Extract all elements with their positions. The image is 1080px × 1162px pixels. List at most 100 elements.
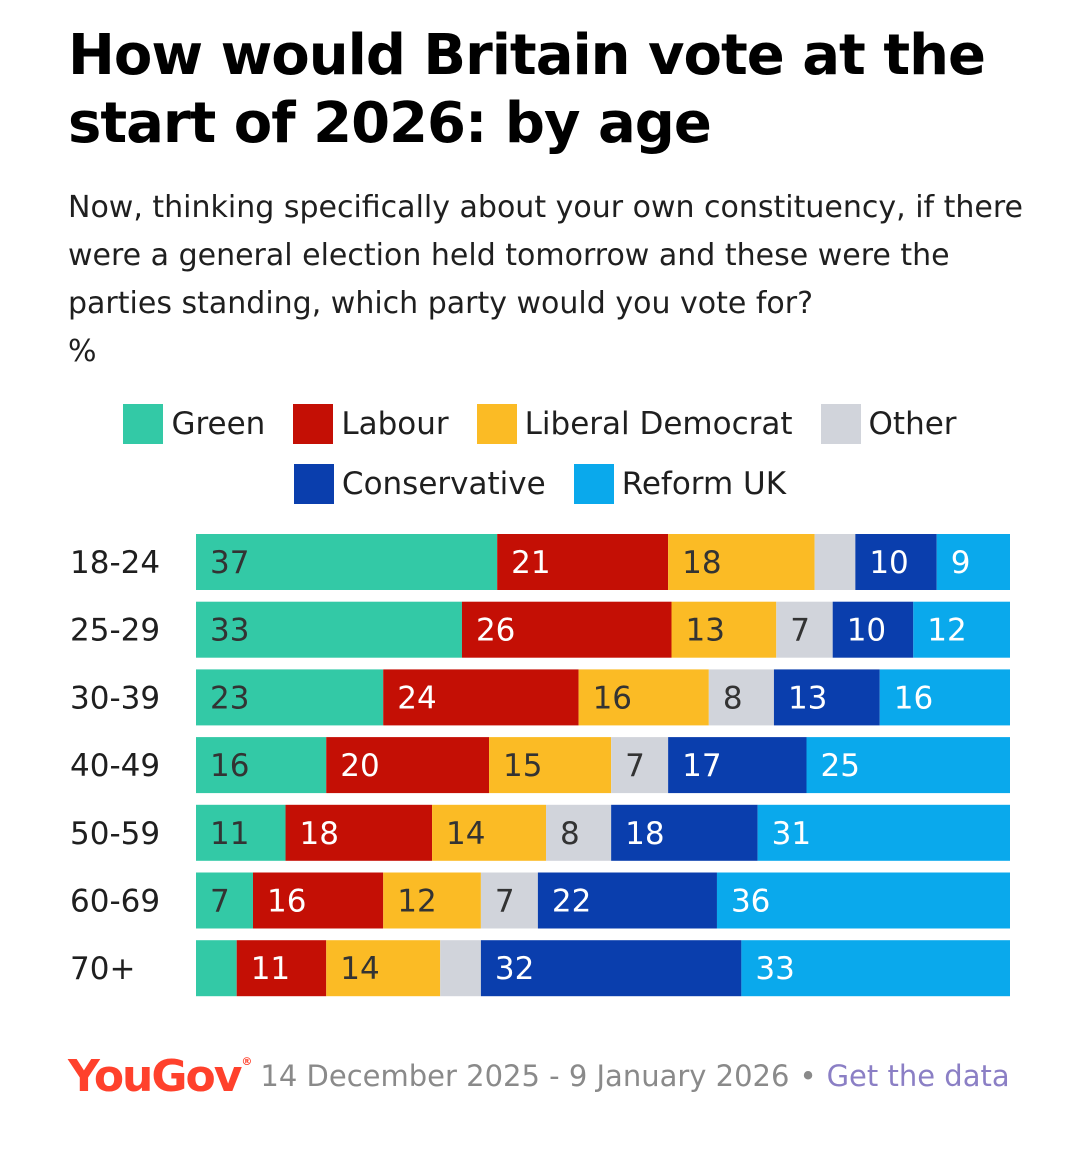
data-label-conservative-50-59: 18 — [625, 816, 664, 852]
bar-green-25-29 — [196, 601, 462, 658]
row-label-25-29: 25-29 — [70, 613, 160, 649]
row-label-30-39: 30-39 — [70, 680, 160, 716]
bar-other-18-24 — [814, 534, 856, 590]
stacked-bar-chart: 18-24 37 21 18 10 9 25-29 33 26 13 7 10 12 30-39 23 24 1… — [70, 534, 1010, 997]
unit-label: % — [68, 334, 97, 369]
data-label-conservative-60-69: 22 — [552, 884, 591, 920]
data-label-labour-40-49: 20 — [340, 748, 379, 784]
bar-labour-50-59 — [285, 804, 433, 861]
bar-labour-70 — [236, 940, 327, 997]
data-label-other-25-29: 7 — [790, 613, 810, 649]
data-label-liberal-democrat-40-49: 15 — [503, 748, 542, 784]
row-label-50-59: 50-59 — [70, 816, 160, 852]
bar-reform-uk-25-29 — [913, 601, 1010, 658]
data-label-conservative-18-24: 10 — [869, 545, 908, 581]
bar-liberal-democrat-50-59 — [432, 804, 547, 861]
data-label-conservative-25-29: 10 — [847, 613, 886, 649]
data-label-conservative-70: 32 — [495, 951, 534, 987]
yougov-logo: YouGov ® — [68, 1050, 253, 1102]
data-label-other-50-59: 8 — [560, 816, 580, 852]
row-label-18-24: 18-24 — [70, 545, 160, 581]
data-label-reform-uk-18-24: 9 — [951, 545, 971, 581]
chart-subtitle: Now, thinking specifically about your ow… — [68, 184, 1028, 376]
bar-reform-uk-30-39 — [879, 669, 1010, 726]
legend-label: Conservative — [341, 466, 546, 502]
legend-item-green: Green — [123, 404, 265, 444]
bar-liberal-democrat-25-29 — [671, 601, 777, 658]
legend-label: Green — [171, 406, 266, 442]
bar-green-60-69 — [196, 872, 253, 929]
data-label-reform-uk-30-39: 16 — [894, 680, 933, 716]
data-label-liberal-democrat-60-69: 12 — [397, 884, 436, 920]
legend-item-liberal-democrat: Liberal Democrat — [476, 404, 793, 444]
bar-labour-60-69 — [252, 872, 384, 929]
data-label-green-18-24: 37 — [210, 545, 249, 581]
bar-conservative-50-59 — [611, 804, 758, 861]
row-label-70: 70+ — [70, 951, 135, 987]
bar-other-50-59 — [546, 804, 612, 861]
bar-green-50-59 — [196, 804, 286, 861]
data-label-other-40-49: 7 — [625, 748, 645, 784]
legend-swatch-reform-uk — [573, 464, 614, 504]
data-label-liberal-democrat-25-29: 13 — [686, 613, 725, 649]
bar-liberal-democrat-18-24 — [668, 534, 815, 590]
bar-reform-uk-60-69 — [716, 872, 1010, 929]
bar-labour-18-24 — [497, 534, 669, 590]
footer-separator: • — [799, 1059, 817, 1093]
data-label-conservative-40-49: 17 — [682, 748, 721, 784]
data-label-reform-uk-50-59: 31 — [772, 816, 811, 852]
legend-item-conservative: Conservative — [293, 464, 546, 504]
data-label-labour-70: 11 — [251, 951, 290, 987]
legend: Green Labour Liberal Democrat Other Conserva… — [40, 404, 1040, 504]
footer: YouGov ® 14 December 2025 - 9 January 202… — [68, 1046, 1010, 1106]
bar-other-60-69 — [480, 872, 538, 929]
legend-swatch-labour — [293, 404, 334, 444]
row-label-40-49: 40-49 — [70, 748, 160, 784]
bar-reform-uk-40-49 — [806, 737, 1010, 794]
data-label-liberal-democrat-18-24: 18 — [682, 545, 721, 581]
data-label-reform-uk-60-69: 36 — [731, 884, 770, 920]
bar-green-70 — [196, 940, 237, 997]
legend-label: Labour — [341, 406, 449, 442]
bar-reform-uk-70 — [741, 940, 1010, 997]
chart-title: How would Britain vote at the start of 2… — [68, 23, 986, 156]
bar-conservative-60-69 — [537, 872, 717, 929]
bar-liberal-democrat-30-39 — [578, 669, 709, 726]
bar-liberal-democrat-70 — [326, 940, 441, 997]
get-the-data-link[interactable]: Get the data — [826, 1059, 1010, 1093]
data-label-green-50-59: 11 — [210, 816, 249, 852]
fieldwork-dates: 14 December 2025 - 9 January 2026 — [260, 1059, 790, 1093]
legend-item-labour: Labour — [293, 404, 449, 444]
data-label-other-30-39: 8 — [723, 680, 743, 716]
bar-other-30-39 — [708, 669, 774, 726]
data-label-conservative-30-39: 13 — [788, 680, 827, 716]
bar-conservative-40-49 — [668, 737, 807, 794]
bar-labour-25-29 — [461, 601, 672, 658]
legend-label: Liberal Democrat — [524, 406, 793, 442]
bar-other-70 — [440, 940, 481, 997]
bar-green-40-49 — [196, 737, 327, 794]
bar-green-30-39 — [196, 669, 384, 726]
data-label-labour-18-24: 21 — [511, 545, 550, 581]
bar-reform-uk-50-59 — [757, 804, 1010, 861]
bar-other-40-49 — [611, 737, 669, 794]
question-text: Now, thinking specifically about your ow… — [68, 190, 1024, 321]
legend-item-other: Other — [820, 404, 957, 444]
data-label-reform-uk-70: 33 — [755, 951, 794, 987]
registered-mark: ® — [241, 1054, 253, 1068]
data-label-green-40-49: 16 — [210, 748, 249, 784]
data-label-labour-60-69: 16 — [267, 884, 306, 920]
bar-other-25-29 — [776, 601, 833, 658]
legend-label: Reform UK — [621, 466, 787, 502]
bar-labour-40-49 — [326, 737, 490, 794]
data-label-labour-30-39: 24 — [397, 680, 436, 716]
data-label-reform-uk-40-49: 25 — [821, 748, 860, 784]
data-label-reform-uk-25-29: 12 — [927, 613, 966, 649]
bar-liberal-democrat-60-69 — [383, 872, 481, 929]
data-label-liberal-democrat-70: 14 — [340, 951, 379, 987]
legend-item-reform-uk: Reform UK — [573, 464, 787, 504]
row-label-60-69: 60-69 — [70, 884, 160, 920]
bar-conservative-25-29 — [832, 601, 914, 658]
data-label-labour-50-59: 18 — [300, 816, 339, 852]
bar-conservative-70 — [480, 940, 742, 997]
